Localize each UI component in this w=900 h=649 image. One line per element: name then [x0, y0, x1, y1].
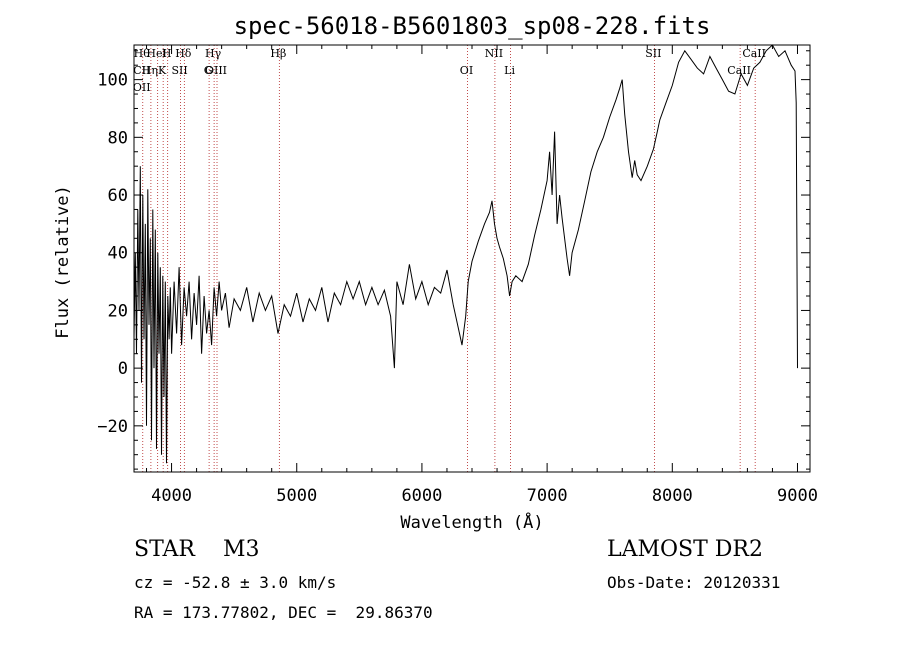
plot-frame — [133, 44, 811, 473]
x-tick-label: 6000 — [401, 486, 442, 506]
line-label: Hγ — [205, 47, 222, 60]
y-tick-label: 80 — [108, 128, 128, 148]
x-tick-label: 4000 — [151, 486, 192, 506]
y-tick-label: 0 — [118, 359, 128, 379]
y-tick-label: 100 — [97, 71, 128, 91]
y-axis-label: Flux (relative) — [53, 185, 73, 339]
coordinates: RA = 173.77802, DEC = 29.86370 — [134, 603, 433, 622]
line-label: Li — [504, 64, 515, 77]
line-label: Hβ — [270, 47, 286, 60]
x-tick-label: 8000 — [652, 486, 693, 506]
line-label: G — [204, 64, 213, 77]
line-label: Hη — [142, 64, 158, 77]
chart-title: spec-56018-B5601803_sp08-228.fits — [234, 12, 711, 40]
line-label: CaII — [727, 64, 751, 77]
x-tick-label: 9000 — [777, 486, 818, 506]
line-label: HeI — [146, 47, 166, 60]
line-label: OII — [133, 81, 151, 94]
x-tick-label: 5000 — [276, 486, 317, 506]
spectrum-line — [133, 44, 798, 464]
y-tick-label: 40 — [108, 244, 128, 264]
line-label: SII — [171, 64, 187, 77]
line-label: OIII — [205, 64, 227, 77]
survey-name: LAMOST DR2 — [607, 537, 763, 562]
x-axis-label: Wavelength (Å) — [400, 511, 543, 533]
line-label: K — [158, 64, 167, 77]
line-label: CaII — [742, 47, 766, 60]
line-label: SII — [645, 47, 661, 60]
y-tick-label: 60 — [108, 186, 128, 206]
line-label: NII — [485, 47, 503, 60]
line-label: H — [162, 47, 172, 60]
object-type: STAR M3 — [134, 537, 260, 562]
line-label: Hδ — [175, 47, 192, 60]
y-tick-label: −20 — [97, 417, 128, 437]
line-label: OI — [460, 64, 473, 77]
plot-axes: 4000 5000 6000 7000 8000 9000 −20 0 20 40 60 80 100 — [97, 44, 818, 506]
line-label: Hθ — [134, 47, 151, 60]
line-label: CII — [133, 64, 150, 77]
x-tick-label: 7000 — [527, 486, 568, 506]
spectrum-series — [133, 44, 798, 464]
redshift-velocity: cz = -52.8 ± 3.0 km/s — [134, 573, 337, 592]
y-tick-label: 20 — [108, 301, 128, 321]
observation-date: Obs-Date: 20120331 — [607, 573, 781, 592]
